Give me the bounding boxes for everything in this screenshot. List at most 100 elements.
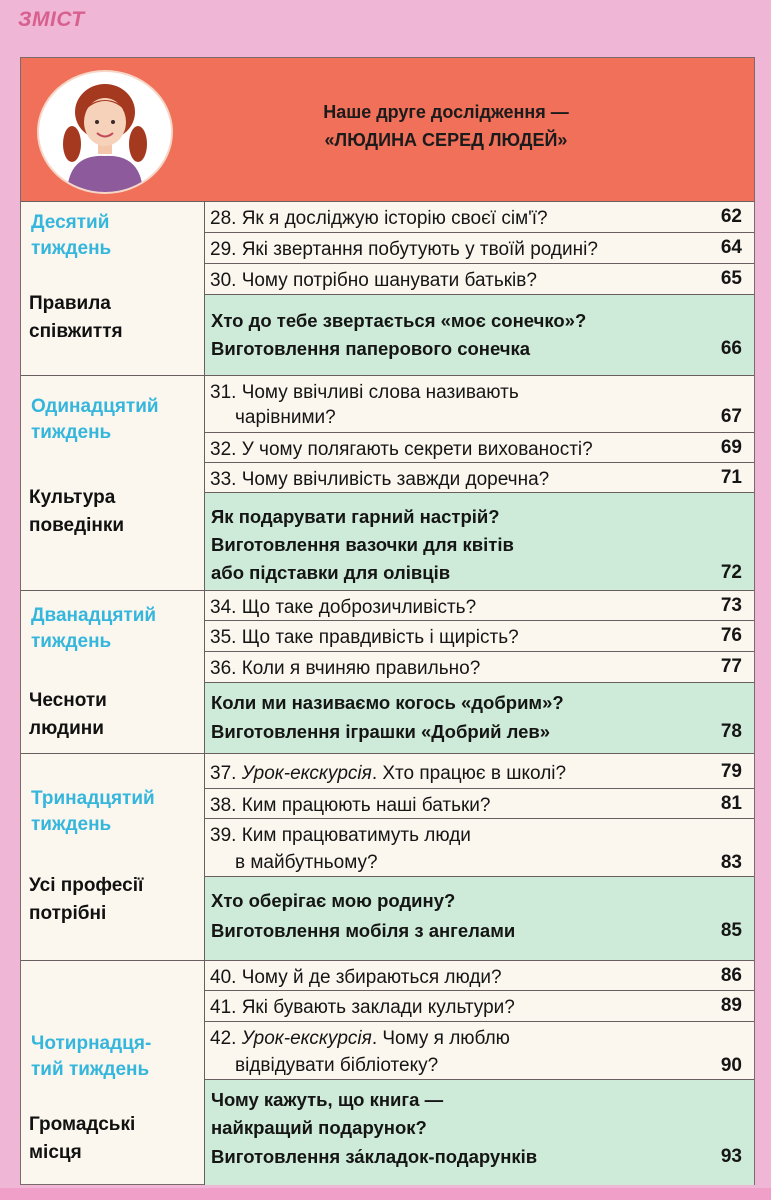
- lesson-list: 37. Урок-екскурсія. Хто працює в школі? …: [205, 754, 754, 960]
- lesson-title: 42. Урок-екскурсія. Чому я люблю: [210, 1026, 704, 1052]
- project-title-line1: Чому кажуть, що книга —: [211, 1089, 444, 1110]
- week-name-line1: Одинадцятий: [31, 396, 159, 417]
- week-theme: Усі професії потрібні: [29, 872, 199, 928]
- week-block: Дванадцятий тиждень Чесноти людини 34. Щ…: [21, 590, 754, 753]
- project-row[interactable]: Хто до тебе звертається «моє сонечко»? В…: [205, 295, 754, 375]
- week-theme-line1: Громадські: [29, 1114, 136, 1135]
- lesson-title: 37. Урок-екскурсія. Хто працює в школі?: [210, 761, 704, 787]
- page-number: 77: [720, 656, 742, 677]
- lesson-row[interactable]: 33. Чому ввічливість завжди доречна? 71: [205, 463, 754, 493]
- week-theme: Громадські місця: [29, 1111, 199, 1167]
- week-label-cell: Одинадцятий тиждень Культура поведінки: [21, 376, 205, 590]
- lesson-row[interactable]: 41. Які бувають заклади культури? 89: [205, 991, 754, 1022]
- page-number: 76: [720, 625, 742, 646]
- lesson-list: 28. Як я досліджую історію своєї сім'ї? …: [205, 202, 754, 375]
- lesson-number: 42.: [210, 1028, 242, 1049]
- lesson-title: 32. У чому полягають секрети вихованості…: [210, 439, 593, 460]
- lesson-title: 35. Що таке правдивість і щирість?: [210, 627, 519, 648]
- lesson-title: 34. Що таке доброзичливість?: [210, 597, 477, 618]
- week-theme-line1: Усі професії: [29, 875, 144, 896]
- lesson-row[interactable]: 31. Чому ввічливі слова називають чарівн…: [205, 376, 754, 433]
- lesson-title: 29. Які звертання побутують у твоїй роди…: [210, 239, 598, 260]
- page-number: 78: [720, 721, 742, 742]
- lesson-row[interactable]: 29. Які звертання побутують у твоїй роди…: [205, 233, 754, 264]
- lesson-row[interactable]: 30. Чому потрібно шанувати батьків? 65: [205, 264, 754, 295]
- week-theme-line2: потрібні: [29, 903, 107, 924]
- week-name-line1: Дванадцятий: [31, 605, 157, 626]
- week-block: Одинадцятий тиждень Культура поведінки 3…: [21, 375, 754, 590]
- page-number: 83: [720, 852, 742, 873]
- lesson-row[interactable]: 39. Ким працюватимуть люди в майбутньому…: [205, 819, 754, 877]
- lesson-row[interactable]: 40. Чому й де збираються люди? 86: [205, 961, 754, 991]
- page-number: 64: [720, 237, 742, 258]
- page-number: 86: [720, 965, 742, 986]
- lesson-title: 28. Як я досліджую історію своєї сім'ї?: [210, 208, 548, 229]
- page-number: 72: [720, 562, 742, 583]
- lesson-title-rest: . Хто працює в школі?: [371, 763, 567, 784]
- week-theme-line2: місця: [29, 1142, 82, 1163]
- project-title-line3: або підставки для олівців: [211, 562, 451, 583]
- project-row[interactable]: Хто оберігає мою родину? Виготовлення мо…: [205, 877, 754, 960]
- lesson-title: 41. Які бувають заклади культури?: [210, 997, 515, 1018]
- project-title-line2: Виготовлення іграшки «Добрий лев»: [211, 721, 551, 742]
- lesson-row[interactable]: 28. Як я досліджую історію своєї сім'ї? …: [205, 202, 754, 233]
- project-title-line1: Як подарувати гарний настрій?: [211, 506, 500, 527]
- week-theme: Чесноти людини: [29, 687, 199, 743]
- lesson-row[interactable]: 42. Урок-екскурсія. Чому я люблю відвіду…: [205, 1022, 754, 1080]
- lesson-title-cont: в майбутньому?: [235, 852, 378, 873]
- page-number: 90: [720, 1055, 742, 1076]
- project-title-line3: Виготовлення за́кладок-подарунків: [211, 1146, 538, 1167]
- week-label-cell: Чотирнадця- тий тиждень Громадські місця: [21, 961, 205, 1185]
- week-name: Тринадцятий тиждень: [31, 786, 201, 838]
- lesson-row[interactable]: 38. Ким працюють наші батьки? 81: [205, 789, 754, 819]
- contents-page: Наше друге дослідження — «ЛЮДИНА СЕРЕД Л…: [20, 57, 755, 1185]
- chapter-title-line2: «ЛЮДИНА СЕРЕД ЛЮДЕЙ»: [324, 130, 568, 150]
- week-theme-line2: співжиття: [29, 321, 123, 342]
- week-theme-line2: людини: [29, 718, 104, 739]
- lesson-title-rest: . Чому я люблю: [371, 1028, 510, 1049]
- week-name-line1: Десятий: [31, 212, 110, 233]
- section-label: ЗМІСТ: [18, 8, 85, 31]
- lesson-title: 40. Чому й де збираються люди?: [210, 967, 502, 988]
- project-row[interactable]: Як подарувати гарний настрій? Виготовлен…: [205, 493, 754, 590]
- project-row[interactable]: Чому кажуть, що книга — найкращий подару…: [205, 1080, 754, 1185]
- week-theme-line1: Правила: [29, 293, 111, 314]
- lesson-title-cont: відвідувати бібліотеку?: [235, 1055, 439, 1076]
- week-theme-line2: поведінки: [29, 515, 125, 536]
- lesson-number: 37.: [210, 763, 242, 784]
- lesson-row[interactable]: 32. У чому полягають секрети вихованості…: [205, 433, 754, 463]
- page-number: 69: [720, 437, 742, 458]
- week-label-cell: Тринадцятий тиждень Усі професії потрібн…: [21, 754, 205, 960]
- page-number: 66: [720, 338, 742, 359]
- chapter-title-line1: Наше друге дослідження —: [323, 102, 569, 122]
- week-theme-line1: Культура: [29, 487, 116, 508]
- page-number: 79: [720, 761, 742, 782]
- lesson-title: 31. Чому ввічливі слова називають: [210, 382, 519, 403]
- week-name-line2: тий тиждень: [31, 1059, 150, 1080]
- page-bottom-edge: [0, 1188, 771, 1200]
- lesson-row[interactable]: 36. Коли я вчиняю правильно? 77: [205, 652, 754, 683]
- lesson-row[interactable]: 34. Що таке доброзичливість? 73: [205, 591, 754, 621]
- project-title-line2: Виготовлення паперового сонечка: [211, 338, 531, 359]
- project-title-line1: Коли ми називаємо когось «добрим»?: [211, 692, 564, 713]
- lesson-title: 39. Ким працюватимуть люди: [210, 825, 471, 846]
- week-name-line1: Тринадцятий: [31, 788, 155, 809]
- project-row[interactable]: Коли ми називаємо когось «добрим»? Вигот…: [205, 683, 754, 753]
- week-label-cell: Дванадцятий тиждень Чесноти людини: [21, 591, 205, 753]
- page-number: 81: [720, 793, 742, 814]
- chapter-banner: Наше друге дослідження — «ЛЮДИНА СЕРЕД Л…: [21, 58, 754, 202]
- lesson-row[interactable]: 35. Що таке правдивість і щирість? 76: [205, 621, 754, 652]
- chapter-title: Наше друге дослідження — «ЛЮДИНА СЕРЕД Л…: [211, 98, 681, 154]
- lesson-list: 31. Чому ввічливі слова називають чарівн…: [205, 376, 754, 590]
- lesson-row[interactable]: 37. Урок-екскурсія. Хто працює в школі? …: [205, 754, 754, 789]
- lesson-title: 38. Ким працюють наші батьки?: [210, 795, 491, 816]
- lesson-type: Урок-екскурсія: [241, 1028, 372, 1049]
- week-name: Одинадцятий тиждень: [31, 394, 201, 446]
- page-number: 93: [720, 1146, 742, 1167]
- lesson-list: 34. Що таке доброзичливість? 73 35. Що т…: [205, 591, 754, 753]
- week-theme: Правила співжиття: [29, 290, 199, 346]
- lesson-type: Урок-екскурсія: [241, 763, 372, 784]
- week-name-line1: Чотирнадця-: [31, 1033, 152, 1054]
- week-name: Десятий тиждень: [31, 210, 201, 262]
- lesson-title-cont: чарівними?: [235, 407, 336, 428]
